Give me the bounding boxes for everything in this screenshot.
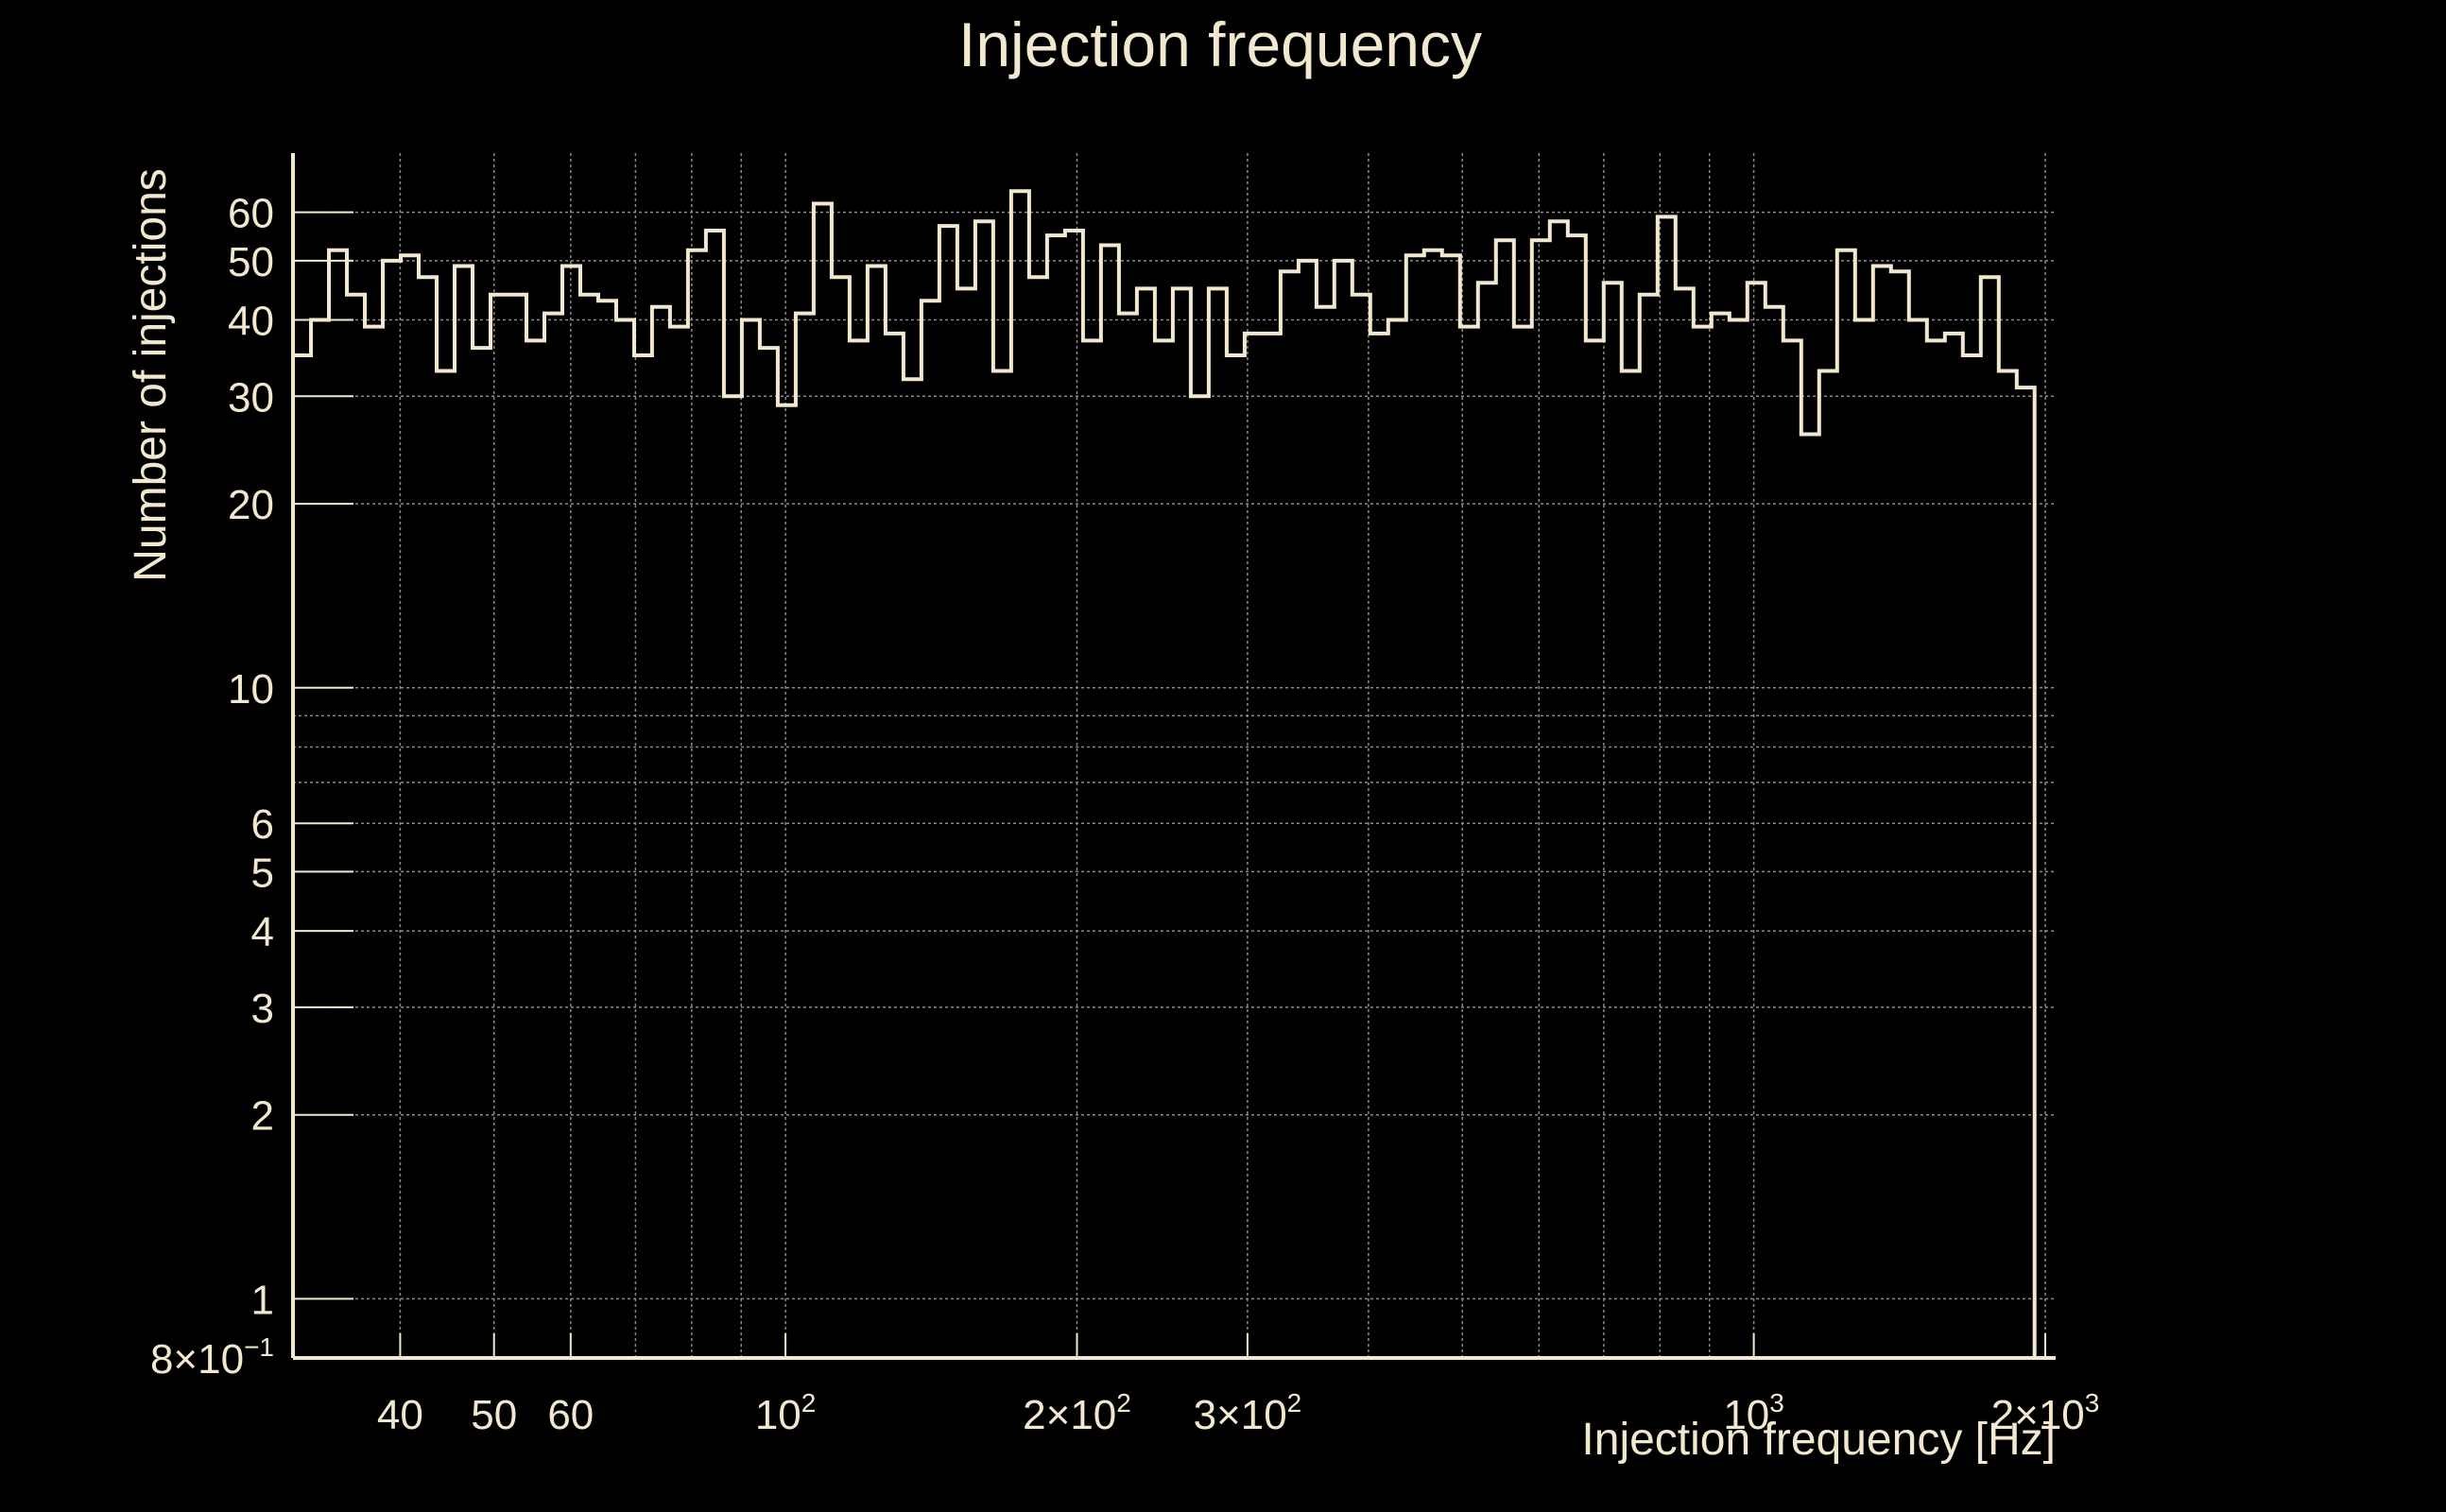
y-tick-label: 6	[251, 801, 274, 848]
y-tick-label: 4	[251, 909, 274, 955]
x-tick-exponent: 2	[801, 1388, 817, 1418]
y-tick-label: 2	[251, 1093, 274, 1140]
x-tick-label: 3×102	[1194, 1388, 1302, 1438]
y-tick-label: 60	[228, 191, 274, 237]
y-tick-label: 1	[251, 1277, 274, 1323]
x-tick-exponent: 2	[1287, 1388, 1302, 1418]
y-tick-label: 20	[228, 482, 274, 528]
y-axis-label: Number of injections	[126, 168, 176, 582]
x-axis-label: Injection frequency [Hz]	[1581, 1415, 2056, 1465]
y-tick-label: 10	[228, 666, 274, 713]
y-tick-label: 40	[228, 299, 274, 345]
y-tick-exponent: −1	[244, 1332, 274, 1362]
grid-lines	[293, 153, 2056, 1358]
histogram-series	[291, 189, 2037, 1358]
x-tick-label: 60	[547, 1392, 594, 1438]
x-tick-exponent: 3	[2085, 1388, 2100, 1418]
x-tick-label: 2×102	[1023, 1388, 1131, 1438]
chart-title: Injection frequency	[958, 9, 1482, 79]
x-tick-exponent: 2	[1116, 1388, 1131, 1418]
y-tick-label: 30	[228, 374, 274, 421]
y-tick-label: 3	[251, 986, 274, 1032]
x-tick-exponent: 3	[1769, 1388, 1784, 1418]
y-tick-label: 5	[251, 850, 274, 896]
x-tick-label: 2×103	[1991, 1388, 2100, 1438]
y-tick-label: 50	[228, 239, 274, 285]
x-tick-label: 40	[377, 1392, 423, 1438]
x-tick-label: 50	[471, 1392, 517, 1438]
